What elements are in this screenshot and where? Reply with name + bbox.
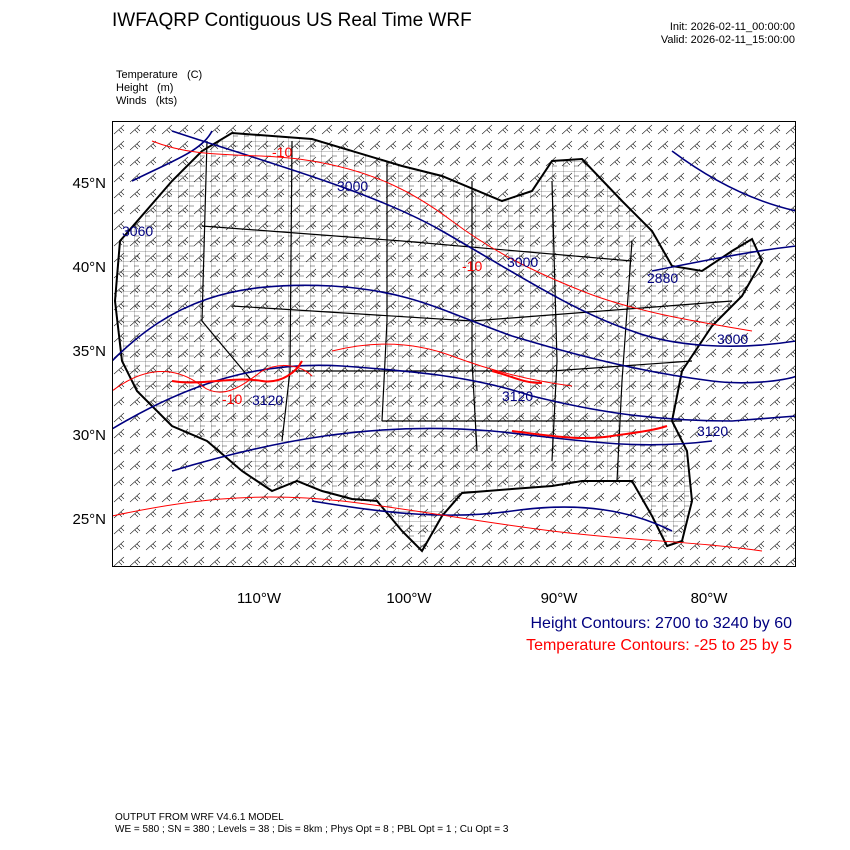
temperature-contour-legend: Temperature Contours: -25 to 25 by 5: [526, 637, 792, 654]
height-label: 3000: [717, 331, 748, 347]
lat-label-40: 40°N: [72, 259, 106, 276]
height-label: 2880: [647, 270, 678, 286]
conus-outline: [113, 131, 764, 553]
state-borders: [201, 140, 733, 482]
height-label: 3120: [252, 392, 283, 408]
init-time: Init: 2026-02-11_00:00:00: [669, 21, 795, 33]
chart-title: IWFAQRP Contiguous US Real Time WRF: [112, 10, 472, 31]
map-svg: 3000 3060 3000 3120 3120 3120 2880 3000 …: [104, 121, 796, 575]
height-label: 3000: [337, 178, 368, 194]
valid-time: Valid: 2026-02-11_15:00:00: [660, 34, 795, 46]
lon-label-110w: 110°W: [236, 590, 282, 607]
lon-label-80w: 80°W: [690, 590, 728, 607]
height-label: 3060: [122, 223, 153, 239]
lat-label-25: 25°N: [72, 511, 106, 528]
height-label: 3120: [502, 388, 533, 404]
height-label: 3120: [697, 423, 728, 439]
height-label: 3000: [507, 254, 538, 270]
field-height: Height (m): [116, 82, 174, 94]
map-panel: 3000 3060 3000 3120 3120 3120 2880 3000 …: [104, 121, 796, 575]
temperature-label: -10: [462, 258, 482, 274]
lat-label-30: 30°N: [72, 427, 106, 444]
model-info-line1: OUTPUT FROM WRF V4.6.1 MODEL: [115, 812, 284, 823]
field-temperature: Temperature (C): [116, 69, 203, 81]
field-winds: Winds (kts): [116, 95, 178, 107]
height-contours: [112, 130, 796, 532]
lat-label-45: 45°N: [72, 175, 106, 192]
temperature-label: -10: [222, 391, 242, 407]
lat-label-35: 35°N: [72, 343, 106, 360]
temperature-contours: [112, 140, 763, 552]
temperature-contours-bold: [171, 360, 668, 440]
temperature-label: -10: [272, 144, 292, 160]
map-border: [112, 121, 796, 567]
lon-label-90w: 90°W: [540, 590, 578, 607]
height-contour-legend: Height Contours: 2700 to 3240 by 60: [530, 615, 792, 632]
model-info-line2: WE = 580 ; SN = 380 ; Levels = 38 ; Dis …: [115, 824, 509, 835]
lon-label-100w: 100°W: [386, 590, 432, 607]
